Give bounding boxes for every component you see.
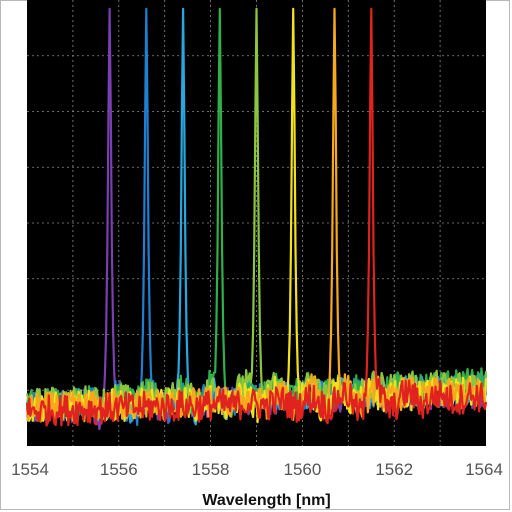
x-axis-title: Wavelength [nm] [202,492,330,509]
x-tick-label: 1564 [465,460,503,479]
x-tick-label: 1560 [283,460,321,479]
spectrum-traces [25,7,488,431]
x-tick-label: 1562 [375,460,413,479]
spectrum-line-8 [25,7,488,427]
x-tick-label: 1556 [100,460,138,479]
x-tick-labels: 1554 1556 1558 1560 1562 1564 [11,460,503,479]
x-tick-label: 1554 [11,460,49,479]
x-tick-label: 1558 [192,460,230,479]
